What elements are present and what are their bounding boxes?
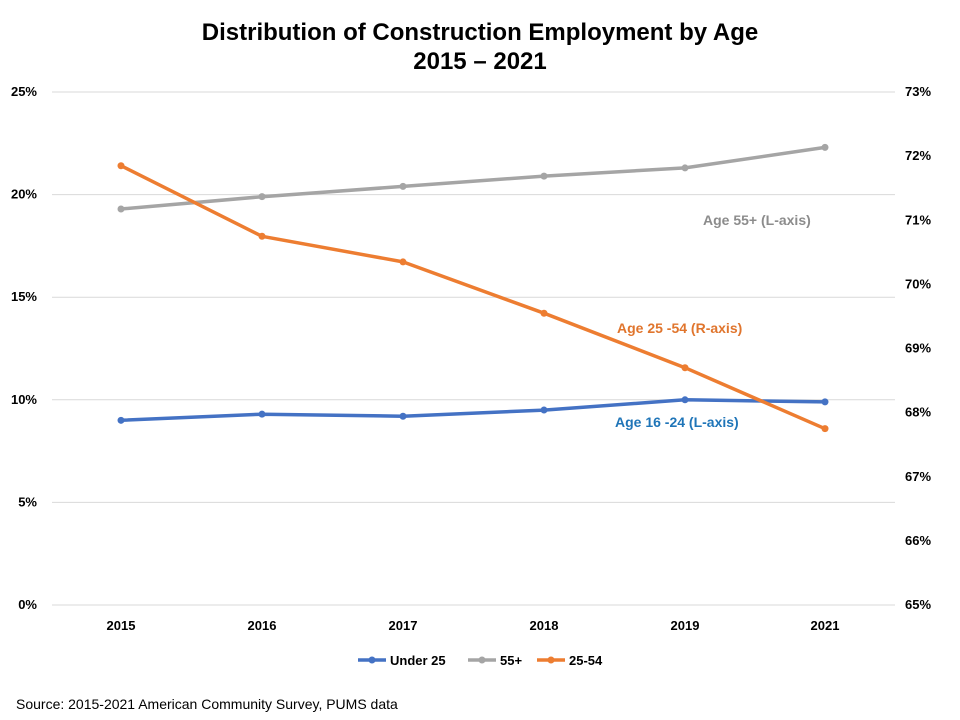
chart-title-line2: 2015 – 2021	[413, 48, 546, 75]
data-point	[540, 172, 548, 180]
y-right-tick-label: 66%	[905, 533, 931, 548]
data-point	[681, 164, 689, 172]
data-point	[258, 232, 266, 240]
data-point	[117, 416, 125, 424]
y-left-tick-label: 10%	[11, 392, 37, 407]
y-right-tick-label: 69%	[905, 341, 931, 356]
source-note: Source: 2015-2021 American Community Sur…	[16, 696, 398, 712]
y-right-tick-label: 72%	[905, 148, 931, 163]
y-left-tick-label: 5%	[18, 494, 37, 509]
y-right-tick-label: 73%	[905, 84, 931, 99]
x-tick-label: 2015	[107, 618, 136, 633]
legend-swatch-marker	[547, 656, 555, 664]
y-right-tick-label: 67%	[905, 469, 931, 484]
y-left-tick-label: 0%	[18, 597, 37, 612]
annotation-age-16-24: Age 16 -24 (L-axis)	[615, 414, 739, 430]
data-point	[258, 193, 266, 201]
legend-swatch-marker	[478, 656, 486, 664]
legend-label: Under 25	[390, 653, 446, 668]
y-right-tick-label: 70%	[905, 276, 931, 291]
data-point	[681, 396, 689, 404]
annotation-age-25-54: Age 25 -54 (R-axis)	[617, 320, 742, 336]
series-lines	[117, 143, 829, 433]
series-line-under-25	[119, 398, 827, 423]
y-right-tick-label: 65%	[905, 597, 931, 612]
data-point	[821, 425, 829, 433]
gridlines	[52, 91, 895, 606]
annotation-age-55: Age 55+ (L-axis)	[703, 212, 811, 228]
y-right-tick-label: 68%	[905, 405, 931, 420]
series-line-25-54	[119, 163, 827, 431]
data-point	[821, 143, 829, 151]
data-point	[399, 258, 407, 266]
series-line-55-	[119, 145, 827, 211]
data-point	[117, 162, 125, 170]
legend-swatch-marker	[368, 656, 376, 664]
data-point	[540, 406, 548, 414]
legend-label: 55+	[500, 653, 522, 668]
data-point	[258, 410, 266, 418]
legend-label: 25-54	[569, 653, 603, 668]
x-tick-label: 2017	[389, 618, 418, 633]
legend: Under 25 55+ 25-54	[358, 653, 603, 668]
x-tick-label: 2018	[530, 618, 559, 633]
y-right-tick-label: 71%	[905, 212, 931, 227]
axis-labels: 0% 5% 10% 15% 20% 25% 65% 66% 67% 68% 69% 70% 71% 72%…	[11, 84, 931, 633]
y-left-tick-label: 25%	[11, 84, 37, 99]
data-point	[681, 364, 689, 372]
data-point	[117, 205, 125, 213]
chart-title-line1: Distribution of Construction Employment …	[202, 19, 758, 46]
x-tick-label: 2021	[811, 618, 840, 633]
y-left-tick-label: 15%	[11, 289, 37, 304]
data-point	[399, 182, 407, 190]
x-tick-label: 2019	[671, 618, 700, 633]
data-point	[399, 412, 407, 420]
data-point	[821, 398, 829, 406]
x-tick-label: 2016	[248, 618, 277, 633]
data-point	[540, 309, 548, 317]
y-left-tick-label: 20%	[11, 187, 37, 202]
